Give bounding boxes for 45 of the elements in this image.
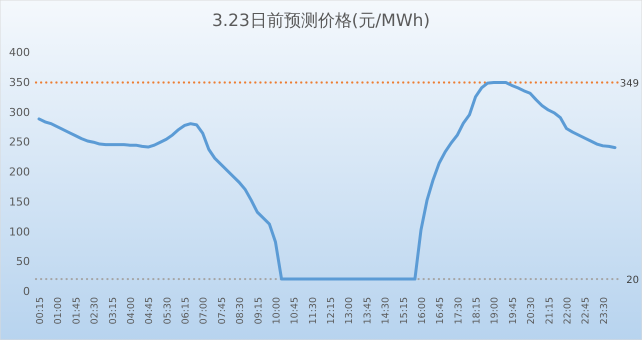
- x-tick-label: 20:30: [526, 297, 538, 324]
- x-tick-label: 18:15: [472, 297, 483, 324]
- x-tick-label: 16:00: [416, 297, 428, 324]
- y-tick-label: 350: [9, 76, 30, 89]
- line-series: [38, 80, 616, 281]
- x-tick-label: 01:00: [53, 297, 64, 324]
- x-tick-label: 10:45: [290, 297, 301, 324]
- x-tick-label: 01:45: [71, 297, 82, 324]
- x-tick-label: 21:15: [544, 297, 556, 324]
- x-tick-label: 09:15: [253, 297, 264, 324]
- ref-line-label: 20: [626, 275, 639, 286]
- x-tick-label: 00:15: [35, 297, 46, 324]
- x-tick-label: 02:30: [90, 297, 101, 324]
- x-tick-label: 23:30: [598, 297, 610, 324]
- x-tick-label: 12:15: [326, 297, 338, 324]
- x-tick-label: 19:45: [508, 297, 519, 324]
- ref-line-label: 349: [620, 78, 639, 90]
- chart-title: 3.23日前预测价格(元/MWh): [212, 11, 430, 31]
- x-tick-label: 11:30: [308, 297, 319, 324]
- x-tick-label: 10:00: [271, 297, 282, 324]
- x-tick-label: 04:45: [144, 297, 156, 324]
- y-tick-label: 250: [9, 136, 30, 149]
- x-tick-label: 08:30: [235, 297, 246, 324]
- x-tick-label: 06:15: [180, 297, 192, 324]
- x-tick-label: 15:15: [398, 297, 410, 324]
- y-tick-label: 100: [9, 225, 30, 238]
- y-tick-label: 150: [9, 195, 30, 208]
- y-tick-label: 0: [23, 285, 30, 298]
- x-tick-label: 05:30: [162, 297, 174, 324]
- x-tick-label: 07:45: [216, 297, 228, 324]
- y-tick-label: 50: [16, 255, 30, 268]
- y-tick-label: 300: [9, 106, 30, 119]
- x-tick-label: 04:00: [126, 297, 137, 324]
- x-tick-label: 13:00: [344, 297, 356, 324]
- x-tick-label: 16:45: [435, 297, 446, 324]
- x-tick-label: 03:15: [108, 297, 119, 324]
- x-tick-label: 22:45: [580, 297, 592, 324]
- x-tick-label: 19:00: [490, 297, 501, 324]
- x-tick-label: 14:30: [380, 297, 392, 324]
- x-tick-label: 07:00: [198, 297, 210, 324]
- x-tick-label: 22:00: [562, 297, 574, 324]
- y-tick-label: 400: [9, 46, 30, 59]
- y-tick-label: 200: [9, 166, 30, 178]
- x-tick-label: 13:45: [362, 297, 374, 324]
- x-tick-label: 17:30: [453, 297, 464, 324]
